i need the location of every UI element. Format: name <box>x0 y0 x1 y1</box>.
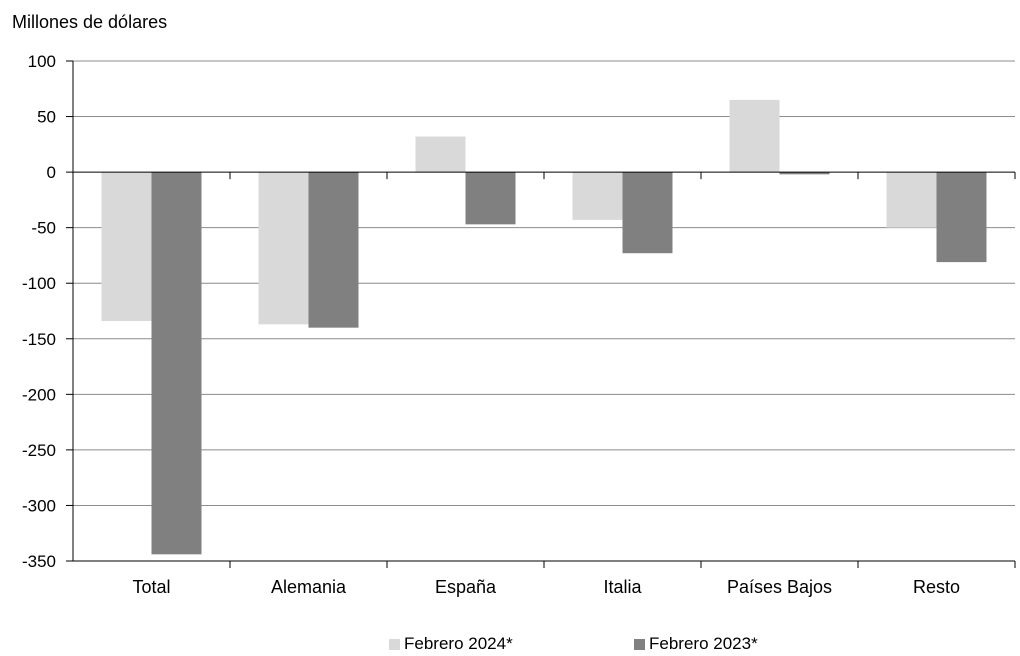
legend-swatch-series-1 <box>389 638 400 650</box>
y-tick-label: -200 <box>22 385 56 404</box>
bar-feb-2024-italia <box>572 172 623 220</box>
legend: Febrero 2024* Febrero 2023* <box>0 634 1020 656</box>
x-tick-labels: Total Alemania España Italia Países Bajos Res… <box>132 577 960 597</box>
x-tick-label: Alemania <box>271 577 347 597</box>
y-tick-label: -50 <box>31 219 56 238</box>
legend-label-series-2: Febrero 2023* <box>649 634 758 653</box>
y-tick-label: -100 <box>22 274 56 293</box>
bar-feb-2023-españa <box>465 172 516 225</box>
legend-item-series-1: Febrero 2024* <box>389 634 513 654</box>
x-tick-label: Países Bajos <box>727 577 832 597</box>
y-tick-label: 50 <box>37 108 56 127</box>
y-axis-title: Millones de dólares <box>12 12 168 32</box>
bar-feb-2023-italia <box>622 172 673 254</box>
y-tick-label: 100 <box>28 52 56 71</box>
bar-feb-2023-alemania <box>308 172 359 328</box>
y-tick-label: -250 <box>22 441 56 460</box>
bar-chart: 100 50 0 -50 -100 -150 -200 -250 -300 -350 Total A… <box>22 52 1016 597</box>
legend-item-series-2: Febrero 2023* <box>634 634 758 654</box>
legend-swatch-series-2 <box>634 638 645 650</box>
y-tick-label: -150 <box>22 330 56 349</box>
bar-feb-2023-total <box>151 172 202 555</box>
y-tick-label: -300 <box>22 496 56 515</box>
y-tick-labels: 100 50 0 -50 -100 -150 -200 -250 -300 -350 <box>22 52 73 571</box>
x-tick-label: España <box>435 577 497 597</box>
y-tick-label: -350 <box>22 552 56 571</box>
bar-feb-2024-resto <box>886 172 937 228</box>
bar-feb-2024-alemania <box>258 172 309 325</box>
bars <box>101 99 987 555</box>
gridlines <box>73 60 1015 506</box>
x-tick-label: Resto <box>913 577 960 597</box>
bar-feb-2024-países-bajos <box>729 99 780 173</box>
x-tick-label: Total <box>132 577 170 597</box>
bar-feb-2024-total <box>101 172 152 321</box>
bar-feb-2024-españa <box>415 136 466 173</box>
axes <box>72 61 1016 568</box>
legend-label-series-1: Febrero 2024* <box>404 634 513 653</box>
bar-feb-2023-resto <box>936 172 987 263</box>
y-tick-label: 0 <box>47 163 56 182</box>
bar-feb-2023-países-bajos <box>779 172 830 175</box>
x-tick-label: Italia <box>603 577 642 597</box>
